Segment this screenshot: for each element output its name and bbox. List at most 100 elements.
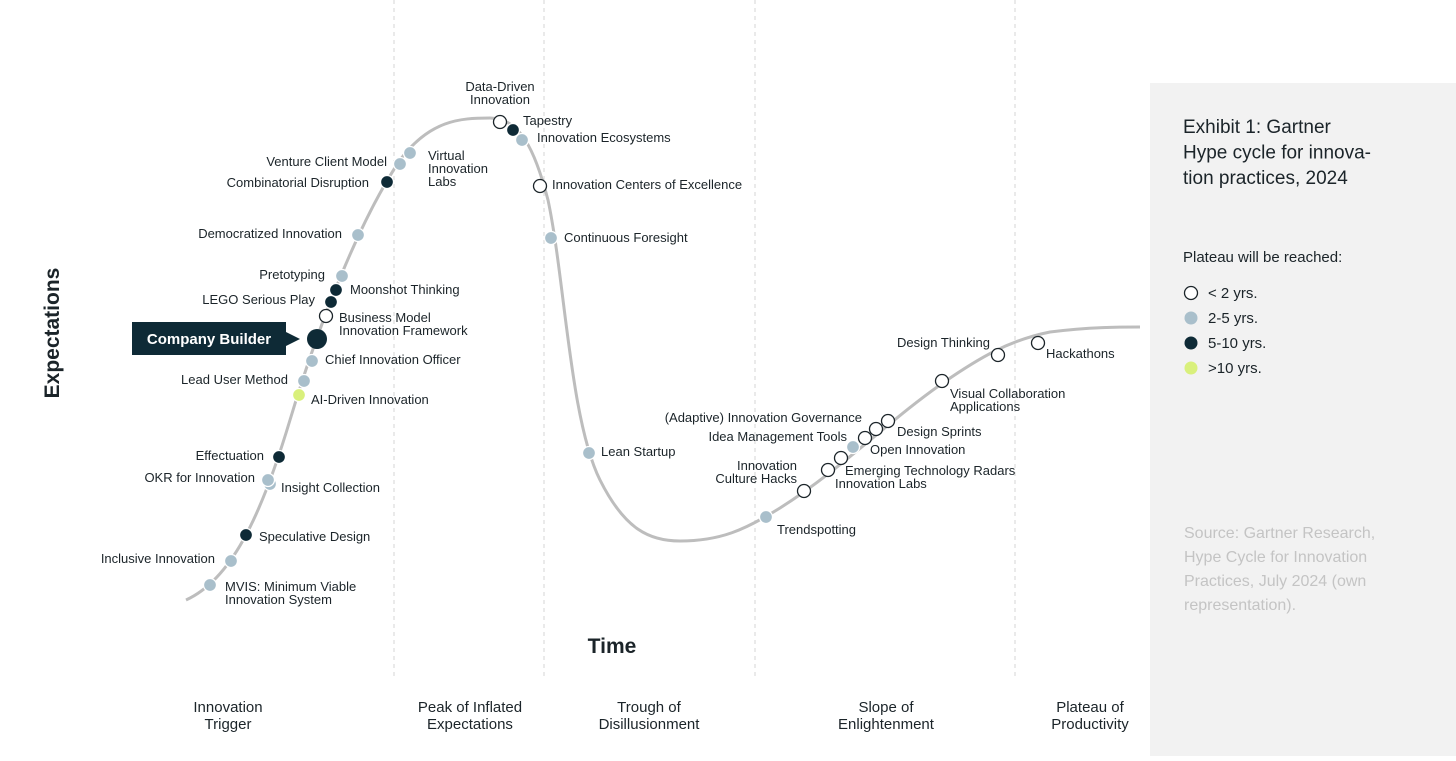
practice-label-line: (Adaptive) Innovation Governance (665, 410, 862, 425)
side-panel (1150, 83, 1456, 756)
practice-label-line: Inclusive Innovation (101, 551, 215, 566)
legend-label: 2-5 yrs. (1208, 310, 1258, 327)
practice-label-line: Data-Driven (465, 79, 534, 94)
practice-label: Chief Innovation Officer (325, 352, 461, 367)
practice-dot (532, 178, 548, 194)
practice-label-line: Lead User Method (181, 372, 288, 387)
practice-label-line: Innovation (470, 92, 530, 107)
practice-label-line: Open Innovation (870, 442, 965, 457)
practice-label: Innovation Centers of Excellence (552, 177, 742, 192)
practice-dot (328, 282, 344, 298)
legend-title: Plateau will be reached: (1183, 249, 1342, 266)
legend-dot (1183, 285, 1199, 301)
practice-label-line: Design Thinking (897, 335, 990, 350)
practice-label-line: LEGO Serious Play (202, 292, 315, 307)
practice-label: Business Model Innovation Framework (339, 310, 468, 338)
practice-label: MVIS: Minimum Viable Innovation System (225, 579, 356, 607)
practice-dot (350, 227, 366, 243)
practice-label-line: Labs (428, 174, 457, 189)
practice-label: AI-Driven Innovation (311, 392, 429, 407)
callout-pointer (286, 332, 300, 346)
practice-label-line: Innovation (737, 458, 797, 473)
panel-title-line: tion practices, 2024 (1183, 168, 1348, 189)
practice-label-line: OKR for Innovation (144, 470, 255, 485)
practice-label-line: Innovation (428, 161, 488, 176)
practice-dot (260, 472, 276, 488)
x-axis-title: Time (588, 635, 637, 658)
phase-label-line: Plateau of (1056, 699, 1124, 716)
practice-dot (820, 462, 836, 478)
practice-label: Inclusive Innovation (101, 551, 215, 566)
practice-label: (Adaptive) Innovation Governance (665, 410, 862, 425)
source-note: Source: Gartner Research, Hype Cycle for … (1184, 525, 1375, 614)
practice-label: Lead User Method (181, 372, 288, 387)
legend-dot (1184, 336, 1198, 350)
practice-label: Venture Client Model (266, 154, 387, 169)
callout-dot (307, 329, 327, 349)
practice-label-line: MVIS: Minimum Viable (225, 579, 356, 594)
practice-dot (758, 509, 774, 525)
practice-label-line: Hackathons (1046, 346, 1115, 361)
phase-label: Plateau of Productivity (1051, 699, 1129, 733)
legend-label: < 2 yrs. (1208, 285, 1258, 302)
practice-label-line: Effectuation (196, 448, 264, 463)
practice-label-line: Tapestry (523, 113, 573, 128)
panel-title: Exhibit 1: Gartner Hype cycle for innova-… (1183, 117, 1371, 189)
practice-label-line: AI-Driven Innovation (311, 392, 429, 407)
practice-label: Combinatorial Disruption (227, 175, 369, 190)
practice-label: Trendspotting (777, 522, 856, 537)
phase-label-line: Peak of Inflated (418, 699, 522, 716)
practice-label: Effectuation (196, 448, 264, 463)
phase-label: Slope of Enlightenment (838, 699, 935, 733)
legend-label: 5-10 yrs. (1208, 335, 1266, 352)
practice-label: Insight Collection (281, 480, 380, 495)
practice-label: OKR for Innovation (144, 470, 255, 485)
phase-label-line: Expectations (427, 716, 513, 733)
practice-dot (880, 413, 896, 429)
practice-label: Data-Driven Innovation (465, 79, 534, 107)
content: MVIS: Minimum Viable Innovation System Inc… (101, 79, 1375, 733)
practice-dot (514, 132, 530, 148)
practice-dot (271, 449, 287, 465)
practice-label-line: Speculative Design (259, 529, 370, 544)
practice-dot (581, 445, 597, 461)
practice-dot (379, 174, 395, 190)
practice-label: Democratized Innovation (198, 226, 342, 241)
practice-dot (304, 353, 320, 369)
practice-label-line: Venture Client Model (266, 154, 387, 169)
practice-label: Lean Startup (601, 444, 675, 459)
practice-dot (318, 308, 334, 324)
practice-dot (223, 553, 239, 569)
practice-dot (845, 439, 861, 455)
practice-label-line: Insight Collection (281, 480, 380, 495)
practice-dot (402, 145, 418, 161)
practice-label: Emerging Technology Radars (845, 463, 1016, 478)
practice-label-line: Combinatorial Disruption (227, 175, 369, 190)
phase-label-line: Innovation (193, 699, 262, 716)
practice-dot (334, 268, 350, 284)
practice-label: Innovation Labs (835, 476, 927, 491)
practice-dot (543, 230, 559, 246)
practice-label: Hackathons (1046, 346, 1115, 361)
practice-label-line: Pretotyping (259, 267, 325, 282)
practice-label: Virtual Innovation Labs (428, 148, 488, 189)
phase-label: Trough of Disillusionment (599, 699, 701, 733)
phase-label-line: Trough of (617, 699, 681, 716)
practice-dot (990, 347, 1006, 363)
practice-label-line: Innovation Framework (339, 323, 468, 338)
practice-label-line: Innovation Labs (835, 476, 927, 491)
practice-label-line: Visual Collaboration (950, 386, 1065, 401)
practice-label-line: Design Sprints (897, 424, 982, 439)
practice-dot (392, 156, 408, 172)
phase-label-line: Disillusionment (599, 716, 701, 733)
practice-label: Idea Management Tools (708, 429, 847, 444)
practice-dot (796, 483, 812, 499)
practice-dot (833, 450, 849, 466)
phase-label-line: Trigger (205, 716, 252, 733)
callout-box (132, 322, 286, 355)
legend-label: >10 yrs. (1208, 360, 1262, 377)
practice-dot (868, 421, 884, 437)
practice-label: Design Sprints (897, 424, 982, 439)
phase-label: Peak of Inflated Expectations (418, 699, 522, 733)
legend-dot (1184, 361, 1198, 375)
